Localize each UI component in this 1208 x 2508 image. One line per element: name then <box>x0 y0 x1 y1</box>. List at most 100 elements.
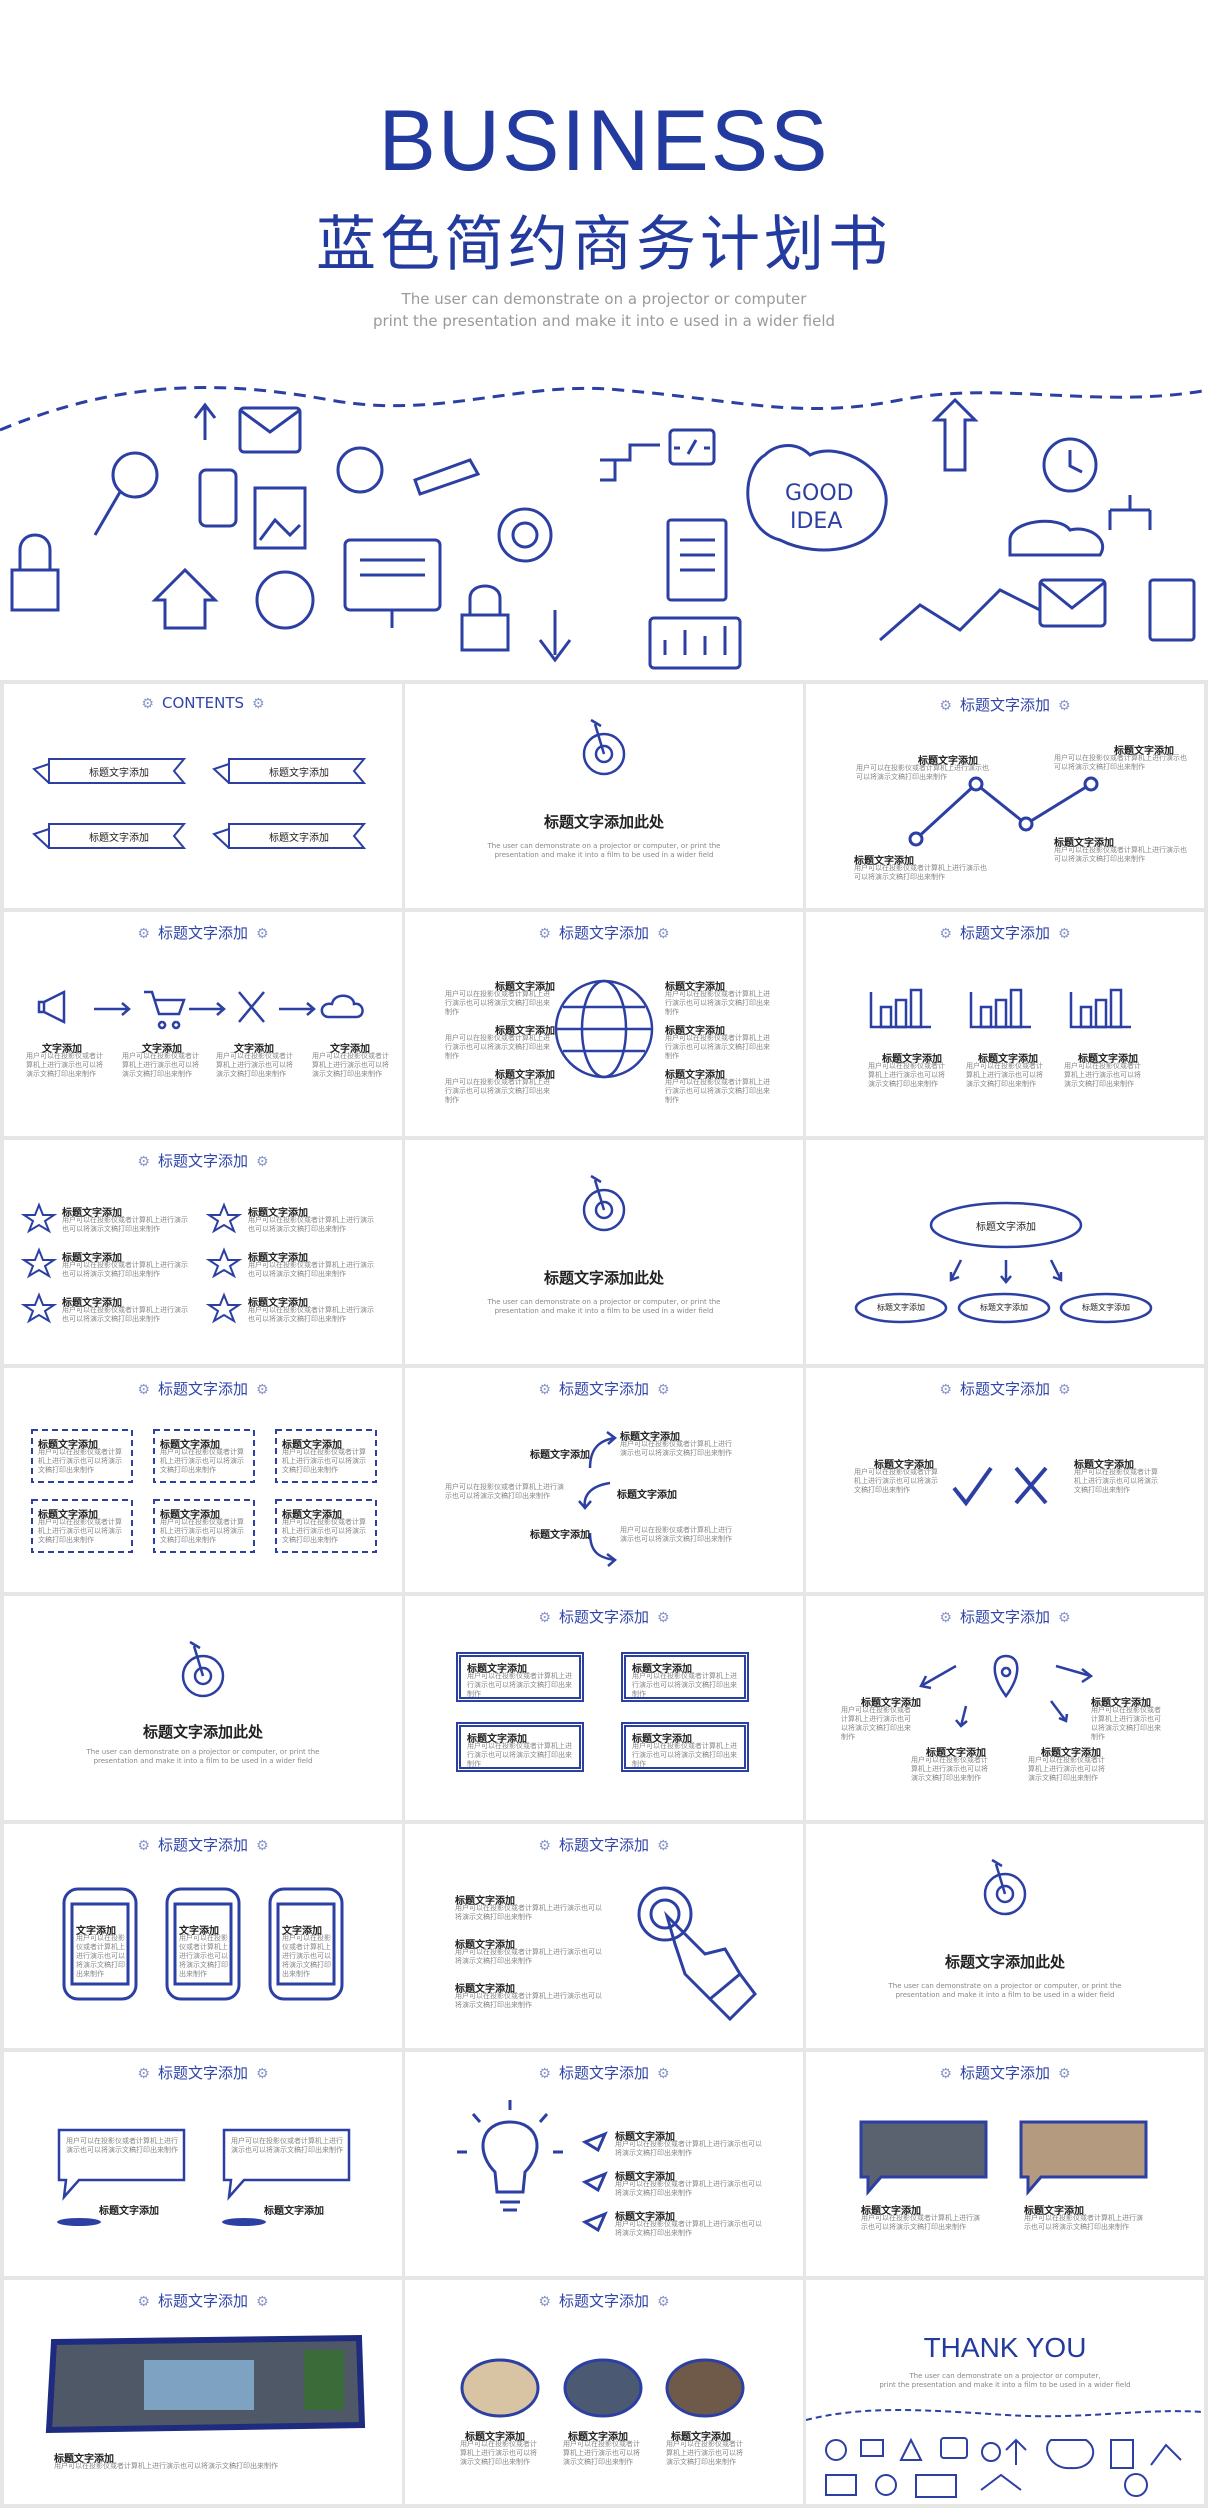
section-header: 标题文字添加 <box>558 1380 649 1398</box>
lightbulb-icon <box>457 2100 608 2233</box>
slide-globe[interactable]: ⚙ 标题文字添加 ⚙ 标题文字添加 用户可以在投影仪或者计算机上进行演示也可以将演示… <box>405 912 803 1136</box>
text-title: 文字添加 <box>179 1926 219 1937</box>
slide-divider-1[interactable]: 标题文字添加此处 The user can demonstrate on a p… <box>405 684 803 908</box>
cross-icon <box>1014 1466 1048 1505</box>
item-title: 标题文字添加 <box>248 1253 308 1264</box>
contents-item-2[interactable]: 标题文字添加 <box>269 768 329 779</box>
item-text: 用户可以在投影仪或者计算机上进行演示也可以将演示文稿打印出来制作 <box>856 764 989 781</box>
item-text: 用户可以在投影仪或者计算机上进行演示也可以将演示文稿打印出来制作 <box>861 2214 980 2231</box>
divider-title: 标题文字添加此处 <box>944 1953 1065 1971</box>
slide-star-list[interactable]: ⚙ 标题文字添加 ⚙ 标题文字添加 用户可以在投影仪或者计算机上进行演示也可以将演示… <box>4 1140 402 1364</box>
item-text: 用户可以在投影仪或者计算机上进行演示也可以将演示文稿打印出来制作 <box>460 2440 537 2466</box>
divider-title: 标题文字添加此处 <box>142 1723 263 1741</box>
document-icon <box>666 518 728 602</box>
slide-bar-icons[interactable]: ⚙ 标题文字添加 ⚙ 标题文字添加 用户可以在投影仪或者计算机上进行演示也可以将演示… <box>806 912 1204 1136</box>
slide-divider-2[interactable]: 标题文字添加此处 The user can demonstrate on a p… <box>405 1140 803 1364</box>
line-chart-graphic <box>908 776 1099 847</box>
slide-speech-bubbles[interactable]: ⚙ 标题文字添加 ⚙ 用户可以在投影仪或者计算机上进行演示也可以将演示文稿打印出来制… <box>4 2052 402 2276</box>
magnifier-icon <box>111 451 159 499</box>
arrow-down-icon <box>538 610 572 663</box>
slide-divider-4[interactable]: 标题文字添加此处 The user can demonstrate on a p… <box>806 1824 1204 2048</box>
gear-icon: ⚙ <box>538 1610 551 1626</box>
item-text: 用户可以在投影仪或者计算机上进行演示也可以将演示文稿打印出来制作 <box>54 2462 278 2470</box>
contents-item-3[interactable]: 标题文字添加 <box>89 833 149 844</box>
item-title: 标题文字添加 <box>1078 1054 1138 1065</box>
item-title: 标题文字添加 <box>617 1490 677 1501</box>
bar-chart-icon <box>648 616 742 670</box>
cover-slide[interactable]: BUSINESS 蓝色简约商务计划书 The user can demonstr… <box>0 0 1208 680</box>
slide-pointer-hand[interactable]: ⚙ 标题文字添加 ⚙ 标题文字添加 用户可以在投影仪或者计算机上进行演示也可以将演示… <box>405 1824 803 2048</box>
check-icon <box>952 1466 993 1507</box>
item-text: 用户可以在投影仪或者计算机上进行演示也可以将演示文稿打印出来制作 <box>615 2220 762 2237</box>
section-header: 标题文字添加 <box>157 1836 248 1854</box>
good-idea-text-1: GOOD <box>785 481 854 506</box>
item-text: 用户可以在投影仪或者计算机上进行演示也可以将演示文稿打印出来制作 <box>248 1216 374 1233</box>
item-title: 标题文字添加 <box>615 2132 675 2143</box>
slide-location-arrows[interactable]: ⚙ 标题文字添加 ⚙ 标题文字添加 用户可以在投影仪或者计算机上进行演示也可以将演示… <box>806 1596 1204 1820</box>
text-title: 文字添加 <box>142 1044 182 1055</box>
sitemap-icon <box>600 443 660 482</box>
gear-icon: ⚙ <box>256 1154 269 1170</box>
contents-item-4[interactable]: 标题文字添加 <box>269 833 329 844</box>
item-text: 用户可以在投影仪或者计算机上进行演示也可以将演示文稿打印出来制作 <box>445 990 550 1016</box>
slide-line-chart[interactable]: ⚙ 标题文字添加 ⚙ 标题文字添加 用户可以在投影仪或者计算机上进行演示也可以将演示… <box>806 684 1204 908</box>
gear-icon: ⚙ <box>256 1838 269 1854</box>
gear-icon: ⚙ <box>1058 2066 1071 2082</box>
gear-icon: ⚙ <box>657 2294 670 2310</box>
slide-phones[interactable]: ⚙ 标题文字添加 ⚙ 文字添加 用户可以在投影仪或者计算机上进行演示也可以将演示文稿… <box>4 1824 402 2048</box>
item-text: 用户可以在投影仪或者计算机上进行演示也可以将演示文稿打印出来制作 <box>854 864 987 881</box>
target-icon <box>582 718 626 776</box>
item-text: 用户可以在投影仪或者计算机上进行演示也可以将演示文稿打印出来制作 <box>455 1992 602 2009</box>
item-text: 用户可以在投影仪或者计算机上进行演示也可以将演示文稿打印出来制作 <box>455 1948 602 1965</box>
slide-check-cross[interactable]: ⚙ 标题文字添加 ⚙ 标题文字添加 用户可以在投影仪或者计算机上进行演示也可以将演示… <box>806 1368 1204 1592</box>
item-text: 用户可以在投影仪或者计算机上进行演示也可以将演示文稿打印出来制作 <box>26 1052 103 1078</box>
arrow-up-icon <box>193 402 217 440</box>
slide-photo-bubbles[interactable]: ⚙ 标题文字添加 ⚙ 标题文字添加 用户可以在投影仪或者计算机上进行演示也可以将演示… <box>806 2052 1204 2276</box>
target-icon <box>181 1640 225 1698</box>
arrow-up-large-icon <box>931 397 979 472</box>
item-text: 用户可以在投影仪或者计算机上进行演示也可以将演示文稿打印出来制作 <box>455 1904 602 1921</box>
item-title: 标题文字添加 <box>264 2206 324 2217</box>
item-text: 用户可以在投影仪或者计算机上进行演示也可以将演示文稿打印出来制作 <box>66 2137 178 2154</box>
item-title: 标题文字添加 <box>632 1664 692 1675</box>
slide-process-flow[interactable]: ⚙ 标题文字添加 ⚙ 文字添加 用户可以在投影仪或者计算机上进行演示也可以将演示文稿… <box>4 912 402 1136</box>
slide-wide-photo[interactable]: ⚙ 标题文字添加 ⚙ 标题文字添加 用户可以在投影仪或者计算机上进行演示也可以将演示… <box>4 2280 402 2504</box>
item-title: 标题文字添加 <box>282 1440 342 1451</box>
section-header: 标题文字添加 <box>558 1608 649 1626</box>
item-text: 用户可以在投影仪或者计算机上进行演示也可以将演示文稿打印出来制作 <box>665 1034 770 1060</box>
slide-contents[interactable]: ⚙ CONTENTS ⚙ 标题文字添加 标题文字添加 标题文字添加 标题文字添加 <box>4 684 402 908</box>
contents-item-1[interactable]: 标题文字添加 <box>89 768 149 779</box>
star-icons <box>20 1202 243 1324</box>
dashed-boxes <box>31 1429 377 1553</box>
section-header: 标题文字添加 <box>959 696 1050 714</box>
item-title: 标题文字添加 <box>465 2432 525 2443</box>
gear-icon: ⚙ <box>939 1610 952 1626</box>
item-text: 用户可以在投影仪或者计算机上进行演示也可以将演示文稿打印出来制作 <box>1024 2214 1143 2231</box>
slide-thank-you[interactable]: THANK YOU The user can demonstrate on a … <box>806 2280 1204 2504</box>
item-title: 标题文字添加 <box>665 1026 725 1037</box>
text-title: 文字添加 <box>234 1044 274 1055</box>
item-title: 标题文字添加 <box>1091 1698 1151 1709</box>
item-title: 标题文字添加 <box>467 1734 527 1745</box>
good-idea-cloud <box>746 444 888 552</box>
slide-sketch-boxes[interactable]: ⚙ 标题文字添加 ⚙ 标题文字添加 用户可以在投影仪或者计算机上进行演示也可以将演示… <box>405 1596 803 1820</box>
item-text: 用户可以在投影仪或者计算机上进行演示也可以将演示文稿打印出来制作 <box>467 1742 572 1768</box>
speech-bubbles <box>57 2128 351 2226</box>
envelope-icon <box>238 406 302 454</box>
slide-lightbulb[interactable]: ⚙ 标题文字添加 ⚙ 标题文字添加 用户可以在投影仪或者计算机上进行演示也可以将演示… <box>405 2052 803 2276</box>
slide-ellipse-diagram[interactable]: 标题文字添加 标题文字添加 标题文字添加 标题文字添加 <box>806 1140 1204 1364</box>
item-title: 标题文字添加 <box>926 1748 986 1759</box>
item-text: 用户可以在投影仪或者计算机上进行演示也可以将演示文稿打印出来制作 <box>615 2180 762 2197</box>
item-title: 标题文字添加 <box>455 1984 515 1995</box>
item-text: 用户可以在投影仪或者计算机上进行演示也可以将演示文稿打印出来制作 <box>122 1052 199 1078</box>
slide-dashed-boxes[interactable]: ⚙ 标题文字添加 ⚙ 标题文字添加 用户可以在投影仪或者计算机上进行演示也可以将演示… <box>4 1368 402 1592</box>
gear-icon: ⚙ <box>137 1154 150 1170</box>
gear-icon: ⚙ <box>538 1838 551 1854</box>
good-idea-text-2: IDEA <box>790 509 842 534</box>
item-title: 标题文字添加 <box>99 2206 159 2217</box>
gear-icon: ⚙ <box>1058 698 1071 714</box>
item-title: 标题文字添加 <box>918 756 978 767</box>
slide-circle-photos[interactable]: ⚙ 标题文字添加 ⚙ 标题文字添加 用户可以在投影仪或者计算机上进行演示也可以将演示… <box>405 2280 803 2504</box>
slide-curved-arrows[interactable]: ⚙ 标题文字添加 ⚙ 标题文字添加 标题文字添加 用户可以在投影仪或者计算机上进行演… <box>405 1368 803 1592</box>
slide-divider-3[interactable]: 标题文字添加此处 The user can demonstrate on a p… <box>4 1596 402 1820</box>
